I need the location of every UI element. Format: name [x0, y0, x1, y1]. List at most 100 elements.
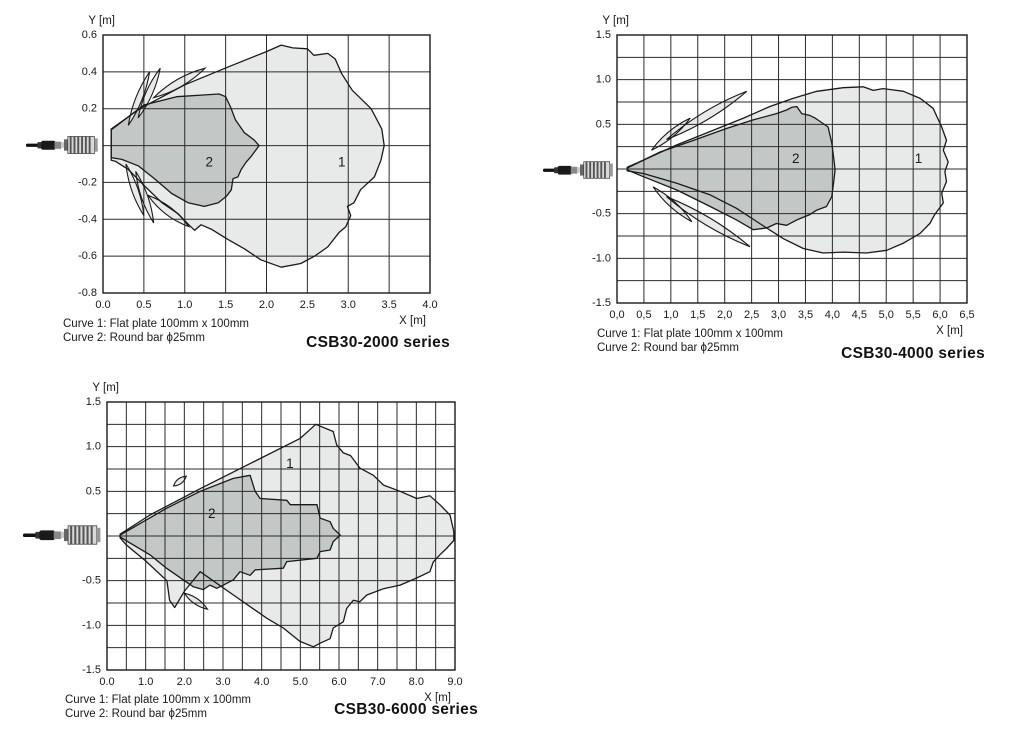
- y-tick-label: 1.0: [596, 74, 611, 86]
- y-tick-label: 0.6: [82, 29, 97, 41]
- curve1-outline: [119, 423, 455, 648]
- legend-line-curve2: Curve 2: Round bar ϕ25mm: [63, 332, 205, 344]
- x-tick-label: 6,0: [932, 309, 947, 321]
- x-tick-label: 7.0: [370, 676, 385, 688]
- side-lobe-outline: [135, 171, 155, 224]
- x-tick-label: 9.0: [447, 676, 462, 688]
- y-tick-label: -0.5: [592, 208, 611, 220]
- x-tick-label: 0.5: [136, 299, 151, 311]
- x-tick-label: 3.0: [341, 299, 356, 311]
- side-lobe-region: [125, 164, 144, 216]
- x-tick-label: 3,5: [798, 309, 813, 321]
- chart-title-csb30-6000: CSB30-6000 series: [334, 701, 478, 718]
- curve2-outline: [626, 105, 836, 231]
- side-lobe-outline: [172, 475, 188, 487]
- chart-title-csb30-4000: CSB30-4000 series: [841, 345, 985, 362]
- curve-number-label: 2: [208, 506, 216, 521]
- side-lobe-outline: [651, 117, 691, 151]
- y-tick-label: 0.5: [86, 485, 101, 497]
- x-tick-label: 4.0: [422, 299, 437, 311]
- y-tick-label: 1.5: [596, 29, 611, 41]
- x-tick-label: 3,0: [771, 309, 786, 321]
- beam-pattern-chart-csb30-2000: 1 2 0.0 0.5 1.0 1.5 2.0 2.5 3.0 3.5 4.0 0.6 0.4 0.2 -0…: [78, 15, 438, 327]
- side-lobe-outline: [183, 592, 209, 611]
- x-tick-label: 5,5: [906, 309, 921, 321]
- y-tick-label: -0.6: [78, 250, 97, 262]
- x-tick-label: 3.0: [215, 676, 230, 688]
- x-tick-label: 1.0: [138, 676, 153, 688]
- curve1-outline: [110, 44, 385, 268]
- y-axis-label: Y [m]: [602, 15, 629, 27]
- beam-pattern-chart-csb30-6000: 1 2 0.0 1.0 2.0 3.0 4.0 5.0 6.0 7.0 8.0 9.0 1.5 1.0 0.…: [82, 382, 463, 704]
- x-tick-label: 8.0: [409, 676, 424, 688]
- x-tick-label: 4,0: [825, 309, 840, 321]
- side-lobe-outline: [652, 186, 693, 223]
- side-lobe-outline: [146, 194, 191, 228]
- x-tick-label: 6.0: [331, 676, 346, 688]
- curve2-region: [627, 106, 836, 230]
- y-tick-label: -0.5: [82, 575, 101, 587]
- side-lobe-region: [184, 593, 208, 610]
- side-lobe-region: [653, 186, 692, 222]
- y-tick-label: 1.0: [86, 441, 101, 453]
- grid: [106, 401, 456, 671]
- x-tick-label: 2.0: [259, 299, 274, 311]
- x-tick-label: 0,0: [609, 309, 624, 321]
- y-tick-label: -1.0: [82, 619, 101, 631]
- x-tick-label: 1.0: [177, 299, 192, 311]
- side-lobe-outline: [666, 196, 751, 248]
- legend-line-curve2: Curve 2: Round bar ϕ25mm: [597, 342, 739, 354]
- y-axis-label: Y [m]: [92, 382, 119, 394]
- x-tick-label: 0.0: [99, 676, 114, 688]
- curve2-outline: [119, 474, 341, 591]
- chart-title-csb30-2000: CSB30-2000 series: [306, 334, 450, 351]
- x-axis-label: X [m]: [424, 692, 451, 704]
- x-tick-label: 2.5: [300, 299, 315, 311]
- curve-legend: Curve 1: Flat plate 100mm x 100mm Curve …: [597, 327, 783, 355]
- legend-line-curve1: Curve 1: Flat plate 100mm x 100mm: [65, 694, 251, 706]
- x-tick-label: 1,5: [690, 309, 705, 321]
- side-lobe-outline: [125, 163, 145, 216]
- curve-number-label: 2: [792, 151, 800, 166]
- legend-line-curve2: Curve 2: Round bar ϕ25mm: [65, 708, 207, 720]
- y-tick-label: -1.0: [592, 252, 611, 264]
- x-tick-label: 0,5: [636, 309, 651, 321]
- x-axis-label: X [m]: [936, 325, 963, 337]
- curve1-outline: [626, 86, 949, 254]
- curve-legend: Curve 1: Flat plate 100mm x 100mm Curve …: [63, 317, 249, 345]
- legend-line-curve1: Curve 1: Flat plate 100mm x 100mm: [63, 318, 249, 330]
- y-tick-label: -0.8: [78, 287, 97, 299]
- y-axis-label: Y [m]: [88, 15, 115, 27]
- x-tick-label: 0.0: [95, 299, 110, 311]
- x-tick-label: 1,0: [663, 309, 678, 321]
- x-tick-label: 2,0: [717, 309, 732, 321]
- curve-legend: Curve 1: Flat plate 100mm x 100mm Curve …: [65, 693, 251, 721]
- beam-pattern-chart-csb30-4000: 1 2 0,0 0,5 1,0 1,5 2,0 2,5 3,0 3,5 4,0 4,5 5,0 5,5 6,…: [592, 15, 975, 337]
- x-tick-label: 3.5: [381, 299, 396, 311]
- y-tick-label: -0.2: [78, 176, 97, 188]
- y-tick-label: 0.5: [596, 118, 611, 130]
- ultrasonic-sensor-icon: [23, 519, 105, 551]
- x-tick-label: 4.0: [254, 676, 269, 688]
- y-tick-label: 0.4: [82, 66, 97, 78]
- x-tick-label: 2,5: [744, 309, 759, 321]
- y-tick-label: -1.5: [82, 664, 101, 676]
- curve-number-label: 1: [338, 155, 346, 170]
- x-tick-label: 6,5: [959, 309, 974, 321]
- side-lobe-outline: [151, 67, 208, 99]
- curve-number-label: 1: [915, 151, 923, 166]
- legend-line-curve1: Curve 1: Flat plate 100mm x 100mm: [597, 328, 783, 340]
- curve-number-label: 2: [206, 155, 214, 170]
- x-tick-label: 5.0: [293, 676, 308, 688]
- side-lobe-region: [135, 171, 154, 223]
- ultrasonic-sensor-icon: [26, 131, 102, 159]
- side-lobe-outline: [666, 90, 748, 141]
- plot-border: [616, 34, 968, 304]
- y-tick-label: 1.5: [86, 396, 101, 408]
- side-lobe-region: [153, 68, 206, 98]
- x-tick-label: 2.0: [177, 676, 192, 688]
- plot-border: [102, 34, 431, 294]
- side-lobe-region: [666, 196, 750, 247]
- curve2-region: [120, 475, 341, 590]
